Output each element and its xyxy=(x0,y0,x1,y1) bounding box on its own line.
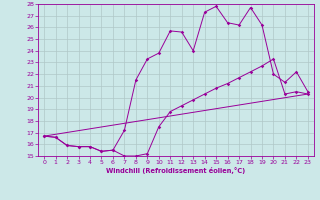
X-axis label: Windchill (Refroidissement éolien,°C): Windchill (Refroidissement éolien,°C) xyxy=(106,167,246,174)
